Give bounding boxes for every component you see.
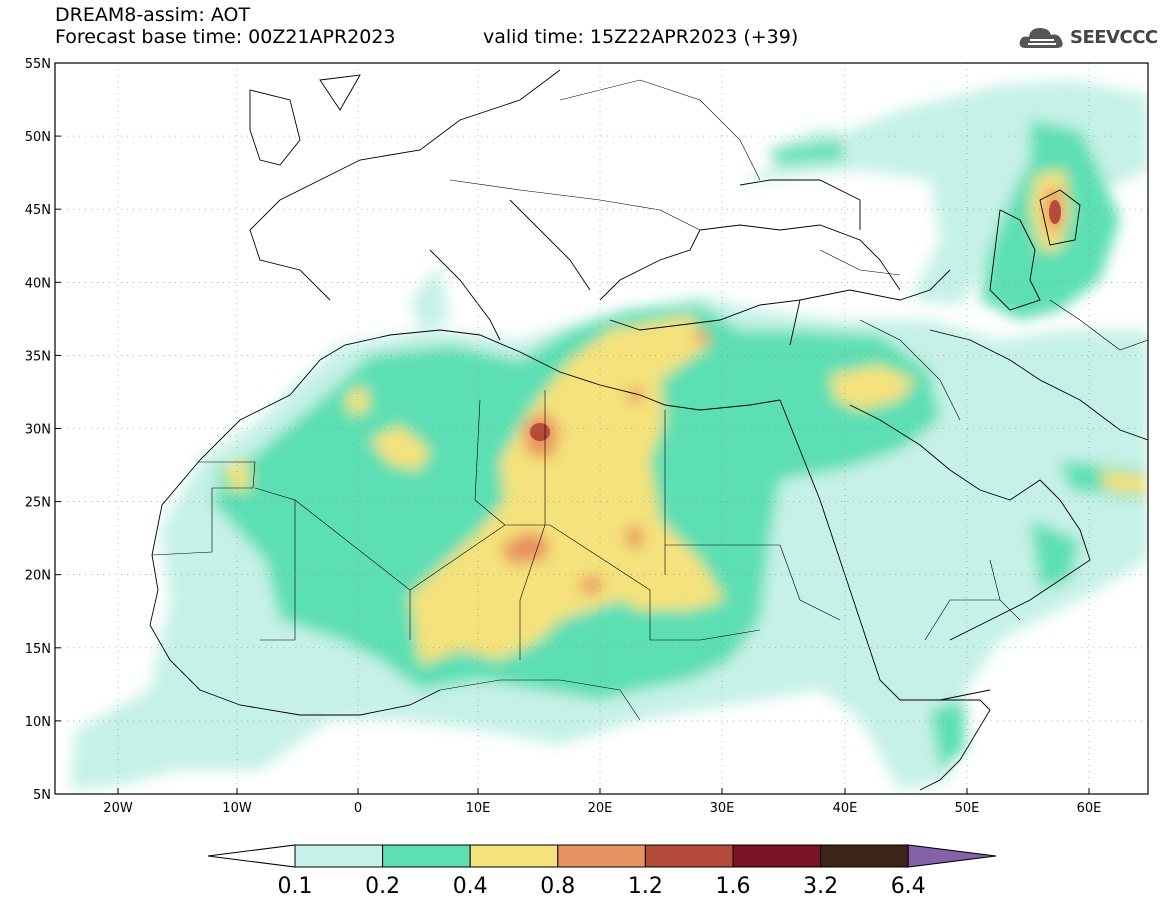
lat-label: 5N [33,788,51,803]
colorbar-label: 0.2 [365,874,400,899]
cloud-icon [1019,28,1063,48]
aot-field-level-3 [225,460,250,490]
colorbar-label: 1.6 [716,874,751,899]
forecast-times: Forecast base time: 00Z21APR2023 valid ti… [55,26,798,48]
lat-label: 20N [25,569,51,584]
lat-label: 40N [25,276,51,291]
lat-label: 25N [25,496,51,511]
aot-field-level-2 [770,140,845,165]
lon-label: 10E [466,801,491,816]
colorbar-label: 0.1 [278,874,313,899]
lon-label: 60E [1077,801,1102,816]
colorbar-swatch [557,844,646,868]
aot-field-level-1 [410,265,450,330]
lon-label: 20E [588,801,613,816]
colorbar-label: 0.8 [540,874,575,899]
lon-label: 40E [833,801,858,816]
lon-labels: 20W 10W 0 10E 20E 30E 40E 50E 60E [103,788,1101,816]
lon-label: 30E [710,801,735,816]
gridlines [55,63,1148,794]
colorbar-swatch [294,844,384,868]
lat-label: 35N [25,349,51,364]
lat-label: 45N [25,203,51,218]
aot-field-level-4 [625,525,645,548]
lat-label: 55N [25,57,51,72]
borders [151,79,1148,721]
aot-field-level-2 [1030,520,1080,590]
seevccc-logo: SEEVCCC [1018,22,1158,52]
aot-field-level-4 [628,388,642,402]
colorbar-swatch [732,844,822,868]
aot-field-level-3 [370,425,430,470]
aot-field-level-4 [695,330,710,345]
colorbar-under-triangle [207,844,296,868]
lat-label: 30N [25,423,51,438]
aot-field-level-3 [830,365,915,410]
map-title: DREAM8-assim: AOT [55,4,251,26]
colorbar-swatch [469,844,559,868]
coastlines [149,69,1148,791]
lat-label: 15N [25,642,51,657]
logo-text: SEEVCCC [1070,26,1158,48]
valid-time: valid time: 15Z22APR2023 (+39) [483,26,799,48]
colorbar-swatch [820,844,909,868]
aot-field-level-4 [580,575,602,594]
lat-label: 10N [25,715,51,730]
colorbar: 0.1 0.2 0.4 0.8 1.2 1.6 3.2 6.4 [207,844,997,899]
colorbar-label: 6.4 [891,874,926,899]
lon-label: 10W [222,801,252,816]
lon-label: 0 [354,801,362,816]
lat-label: 50N [25,130,51,145]
colorbar-label: 3.2 [803,874,838,899]
colorbar-label: 0.4 [453,874,488,899]
aot-field-level-5 [1049,200,1061,224]
aot-field-level-3 [410,315,725,665]
base-time: Forecast base time: 00Z21APR2023 [55,26,396,48]
lat-labels: 55N 50N 45N 40N 35N 30N 25N 20N 15N 10N 5N [25,57,61,803]
colorbar-swatch [644,844,734,868]
aot-field-level-3 [1100,470,1148,495]
colorbar-swatch [382,844,471,868]
aot-field-level-2 [930,700,965,770]
colorbar-label: 1.2 [628,874,663,899]
aot-field-level-4 [500,530,550,565]
aot-field-level-3 [345,385,370,415]
colorbar-over-triangle [907,844,997,868]
aot-field-level-5 [530,423,550,441]
lon-label: 20W [103,801,133,816]
lon-label: 50E [955,801,980,816]
